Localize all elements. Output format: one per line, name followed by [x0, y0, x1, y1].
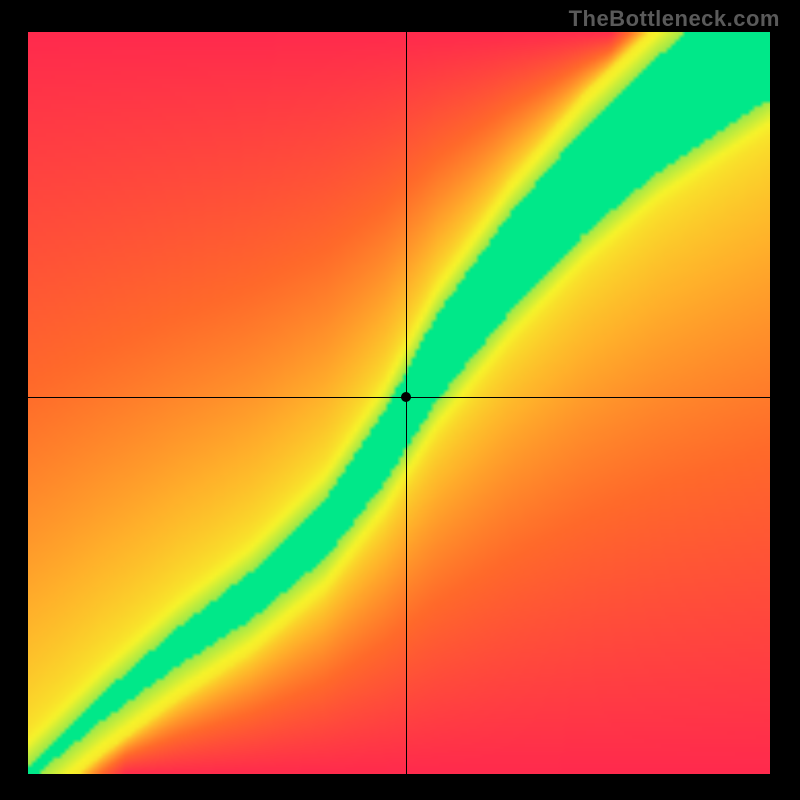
heatmap-canvas: [28, 32, 770, 774]
crosshair-marker: [401, 392, 411, 402]
crosshair-vertical: [406, 32, 407, 774]
watermark-text: TheBottleneck.com: [569, 6, 780, 32]
bottleneck-heatmap: [28, 32, 770, 774]
crosshair-horizontal: [28, 397, 770, 398]
